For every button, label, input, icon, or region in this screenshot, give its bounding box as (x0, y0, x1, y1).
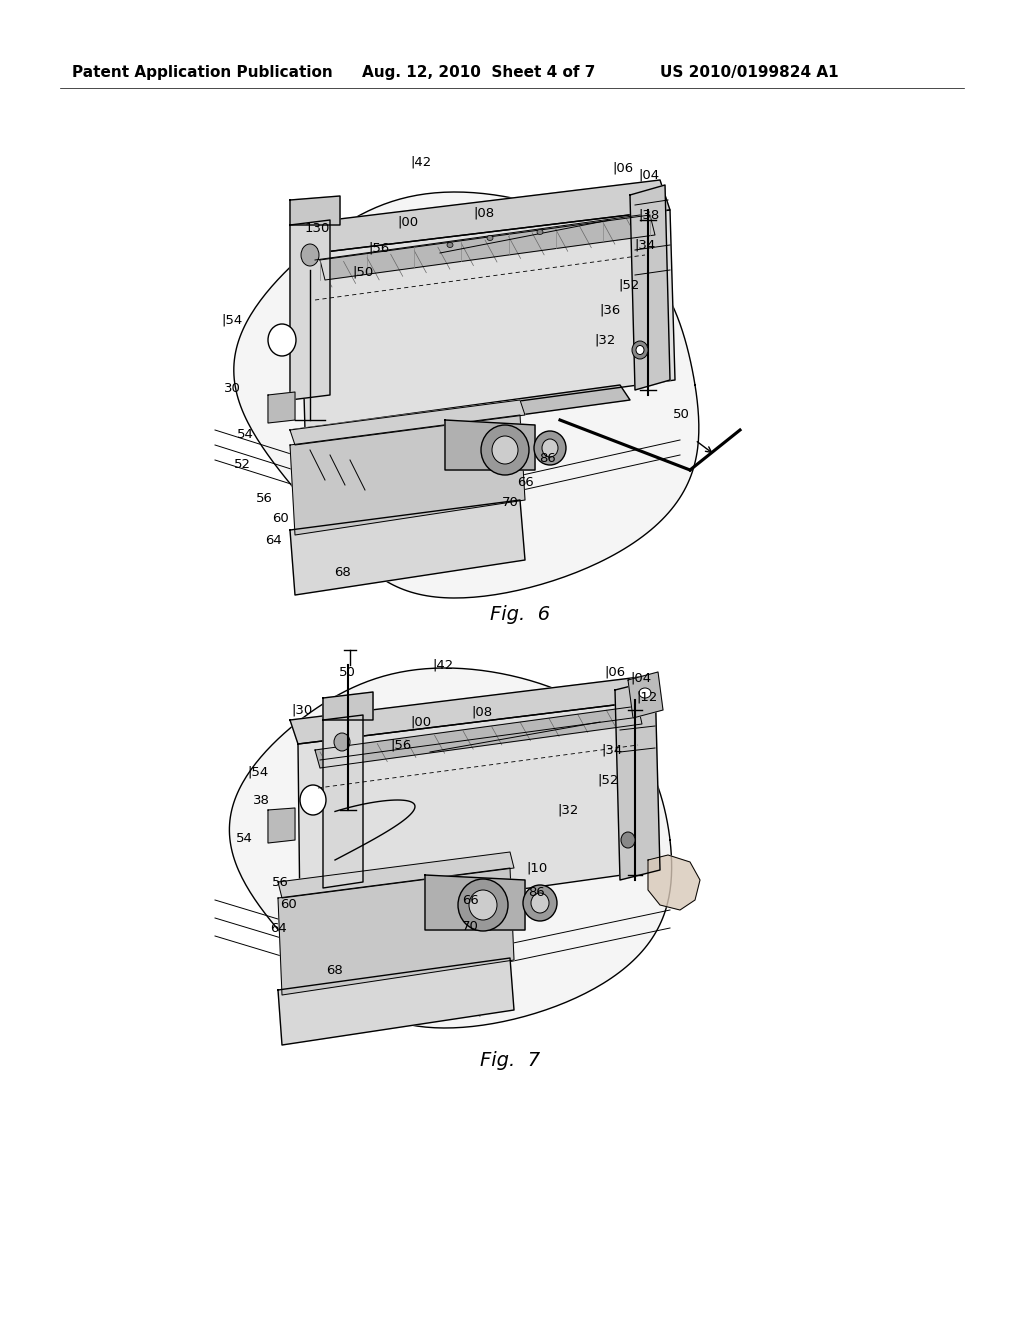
Text: |34: |34 (601, 743, 623, 756)
Ellipse shape (621, 832, 635, 847)
Text: |54: |54 (221, 314, 243, 326)
Text: 68: 68 (326, 964, 343, 977)
Text: |42: |42 (410, 156, 431, 169)
Text: 30: 30 (224, 381, 241, 395)
Text: 66: 66 (462, 894, 479, 907)
Text: |42: |42 (432, 659, 454, 672)
Ellipse shape (537, 230, 543, 235)
Polygon shape (233, 191, 698, 598)
Polygon shape (315, 706, 642, 768)
Ellipse shape (487, 235, 493, 240)
Polygon shape (290, 385, 630, 445)
Text: 54: 54 (237, 429, 254, 441)
Ellipse shape (492, 436, 518, 465)
Text: |06: |06 (604, 665, 625, 678)
Text: |34: |34 (634, 239, 655, 252)
Ellipse shape (334, 733, 350, 751)
Text: 68: 68 (334, 565, 351, 578)
Polygon shape (630, 185, 670, 389)
Ellipse shape (534, 432, 566, 465)
Ellipse shape (542, 440, 558, 457)
Text: 56: 56 (256, 492, 272, 506)
Polygon shape (648, 855, 700, 909)
Text: |08: |08 (471, 705, 493, 718)
Text: Aug. 12, 2010  Sheet 4 of 7: Aug. 12, 2010 Sheet 4 of 7 (362, 65, 595, 79)
Text: 38: 38 (253, 793, 270, 807)
Text: |00: |00 (397, 215, 418, 228)
Text: 52: 52 (234, 458, 251, 471)
Ellipse shape (301, 244, 319, 267)
Text: 70: 70 (502, 495, 519, 508)
Ellipse shape (458, 879, 508, 931)
Text: 130: 130 (305, 222, 331, 235)
Ellipse shape (632, 341, 648, 359)
Text: 64: 64 (265, 535, 282, 548)
Polygon shape (278, 958, 514, 1045)
Polygon shape (290, 180, 670, 255)
Text: |32: |32 (557, 804, 579, 817)
Text: 70: 70 (462, 920, 479, 932)
Polygon shape (425, 875, 525, 931)
Ellipse shape (523, 884, 557, 921)
Polygon shape (268, 392, 295, 422)
Ellipse shape (300, 785, 326, 814)
Text: |04: |04 (630, 672, 651, 685)
Text: |06: |06 (612, 161, 633, 174)
Text: |56: |56 (390, 738, 412, 751)
Text: Fig.  7: Fig. 7 (480, 1051, 540, 1069)
Text: |00: |00 (410, 715, 431, 729)
Polygon shape (278, 869, 514, 995)
Text: 60: 60 (280, 899, 297, 912)
Polygon shape (628, 672, 663, 718)
Polygon shape (298, 700, 658, 920)
Ellipse shape (636, 346, 644, 355)
Text: |50: |50 (352, 265, 374, 279)
Polygon shape (290, 220, 330, 400)
Polygon shape (290, 195, 340, 224)
Text: 50: 50 (339, 667, 356, 680)
Polygon shape (323, 715, 362, 888)
Text: |08: |08 (473, 206, 495, 219)
Text: US 2010/0199824 A1: US 2010/0199824 A1 (660, 65, 839, 79)
Polygon shape (229, 668, 672, 1028)
Text: Fig.  6: Fig. 6 (489, 606, 550, 624)
Text: |10: |10 (526, 862, 547, 874)
Text: Patent Application Publication: Patent Application Publication (72, 65, 333, 79)
Text: |52: |52 (618, 279, 639, 292)
Text: |56: |56 (368, 242, 389, 255)
Text: |30: |30 (291, 704, 312, 717)
Text: |12: |12 (636, 690, 657, 704)
Text: |52: |52 (597, 774, 618, 787)
Text: 86: 86 (539, 451, 556, 465)
Text: 86: 86 (528, 887, 545, 899)
Polygon shape (300, 210, 675, 430)
Ellipse shape (481, 425, 529, 475)
Ellipse shape (639, 688, 651, 698)
Text: |04: |04 (638, 169, 659, 181)
Text: |36: |36 (599, 304, 621, 317)
Polygon shape (290, 414, 525, 535)
Text: 64: 64 (270, 921, 287, 935)
Ellipse shape (531, 894, 549, 913)
Polygon shape (323, 692, 373, 719)
Text: 50: 50 (673, 408, 690, 421)
Ellipse shape (268, 323, 296, 356)
Text: 66: 66 (517, 477, 534, 490)
Polygon shape (278, 851, 514, 898)
Polygon shape (268, 808, 295, 843)
Polygon shape (445, 420, 535, 470)
Text: |32: |32 (594, 334, 615, 346)
Ellipse shape (447, 243, 453, 248)
Polygon shape (319, 215, 655, 280)
Text: |54: |54 (247, 766, 268, 779)
Polygon shape (290, 400, 525, 445)
Text: 56: 56 (272, 875, 289, 888)
Polygon shape (615, 680, 660, 880)
Ellipse shape (469, 890, 497, 920)
Polygon shape (290, 500, 525, 595)
Text: 54: 54 (236, 832, 253, 845)
Text: 60: 60 (272, 512, 289, 525)
Polygon shape (290, 676, 655, 744)
Text: |38: |38 (638, 209, 659, 222)
